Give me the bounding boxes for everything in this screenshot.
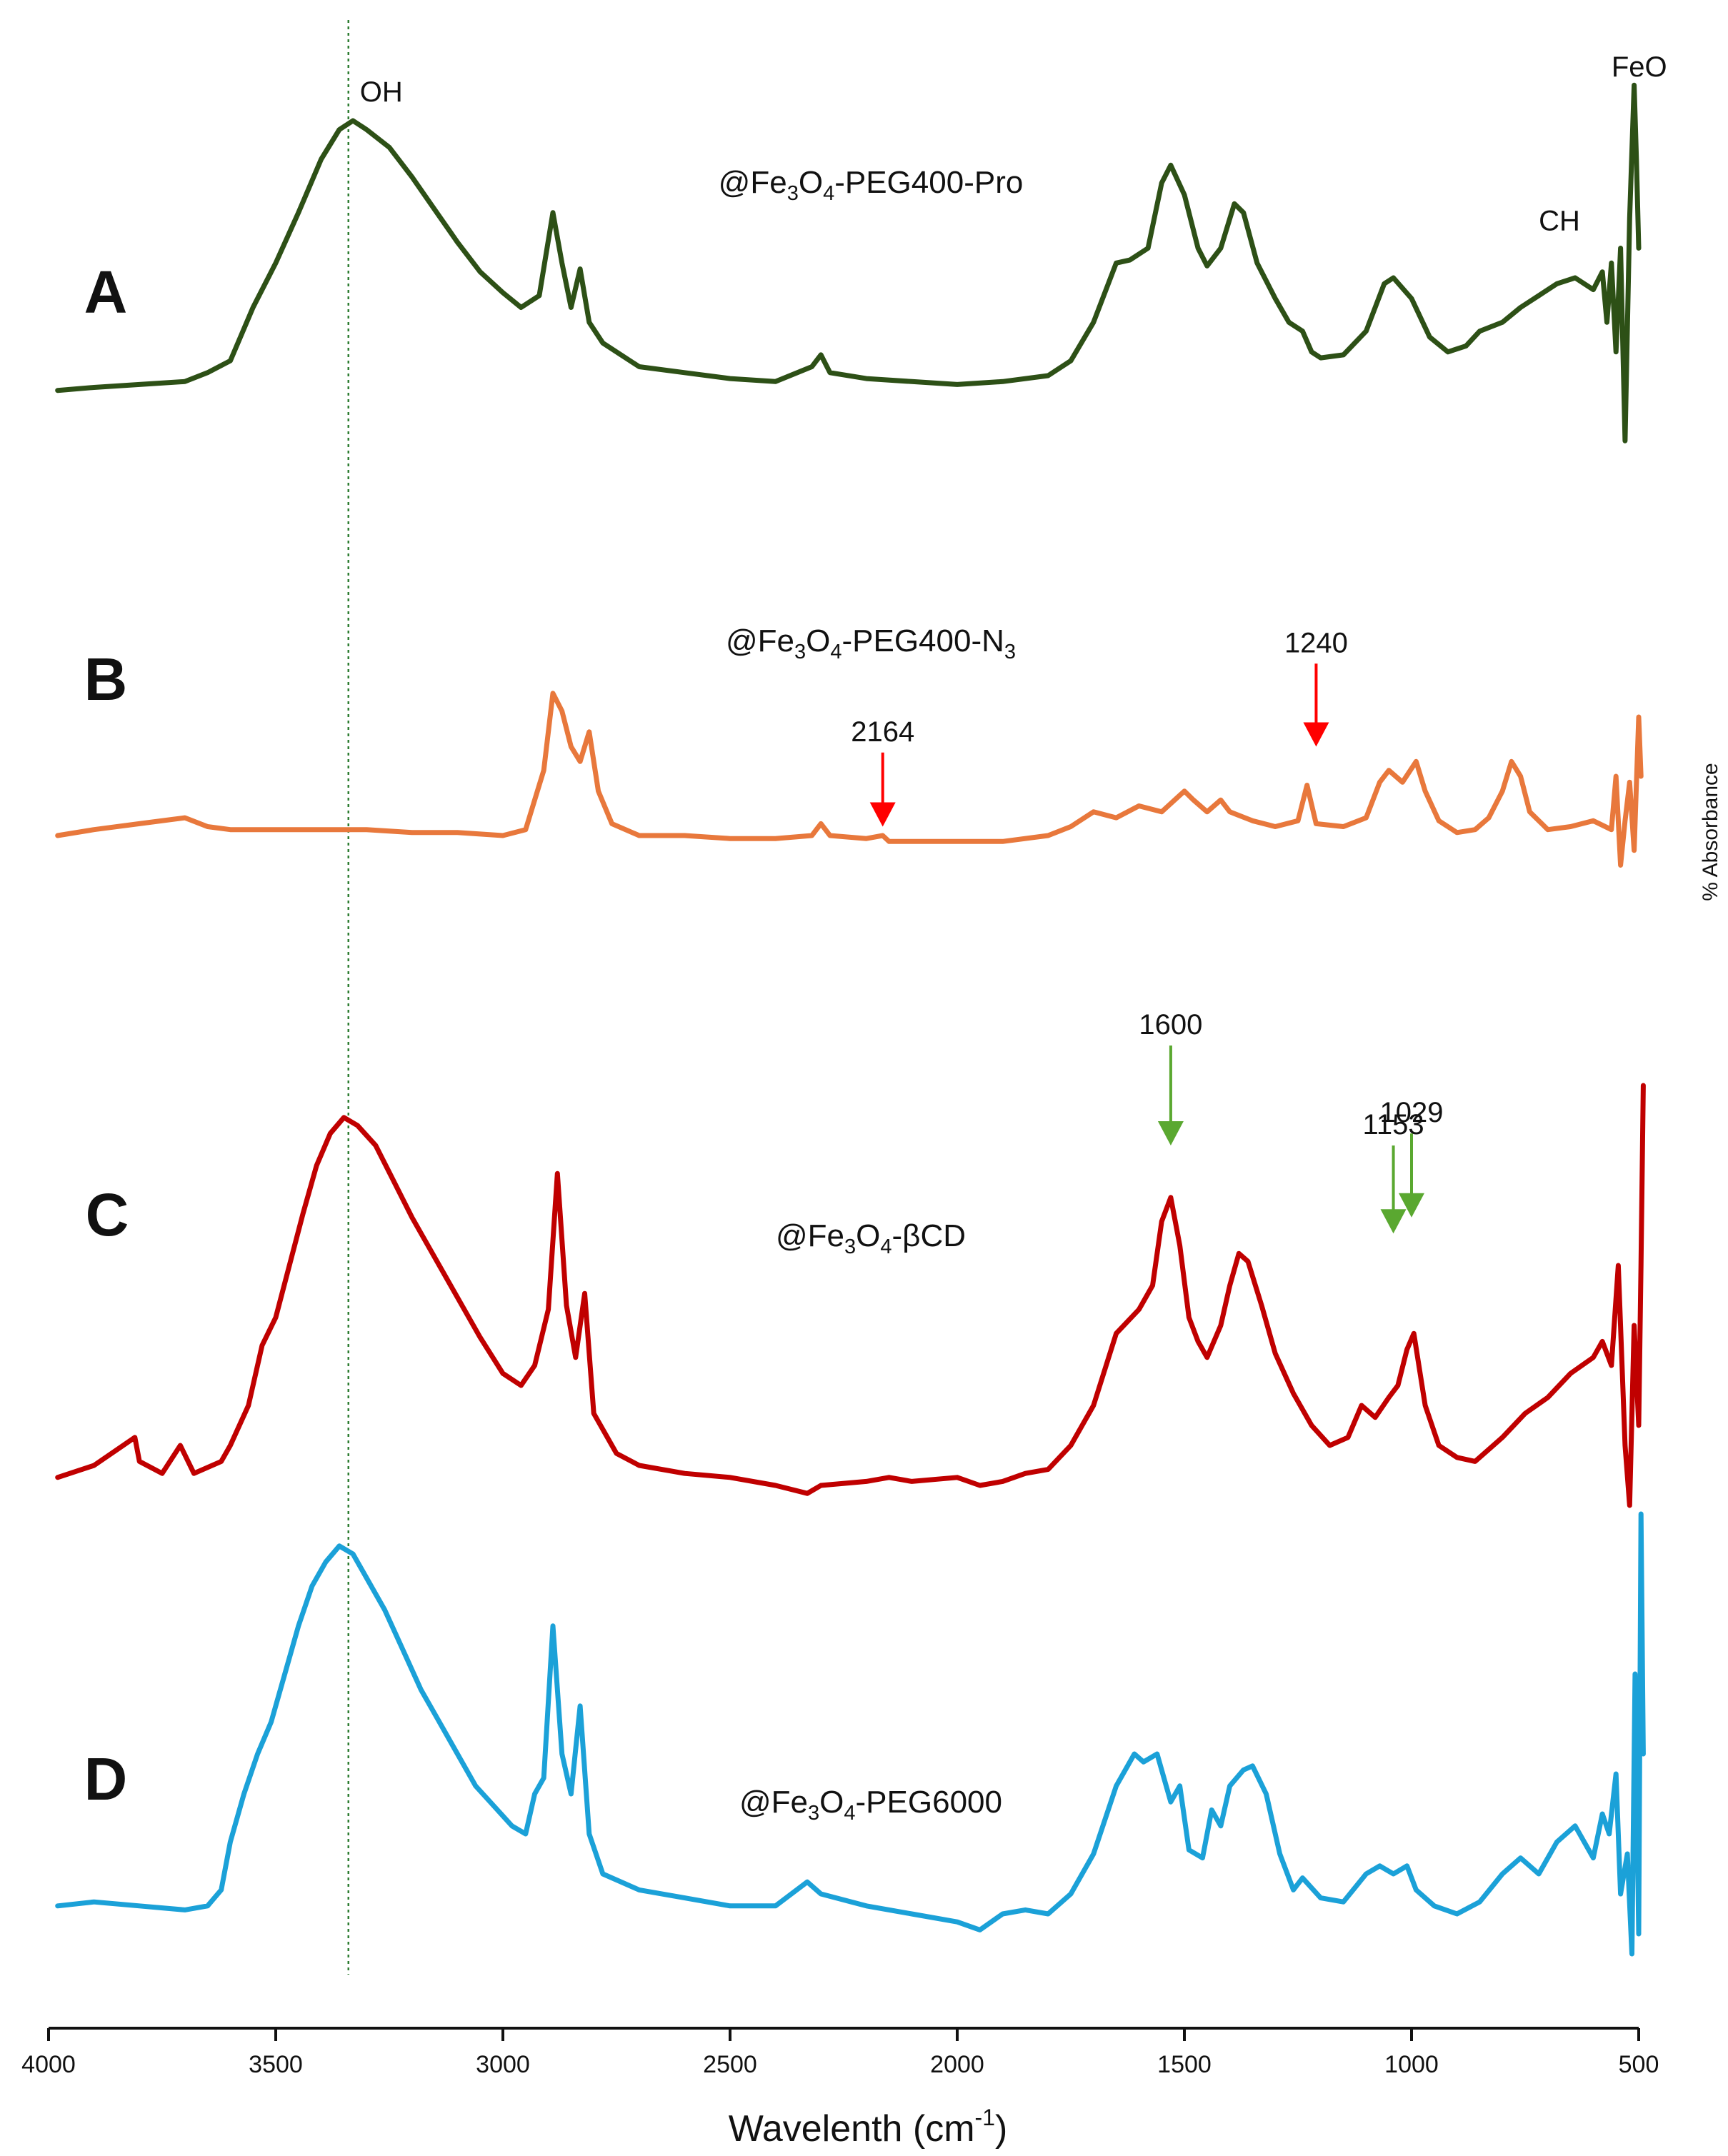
series-b: B @Fe3O4-PEG400-N3 bbox=[55, 623, 1644, 868]
arrow-head-1153 bbox=[1380, 1209, 1407, 1234]
arrow-head-1029 bbox=[1399, 1193, 1424, 1218]
series-b-letter: B bbox=[84, 646, 128, 713]
arrow-label-1153: 1153 bbox=[1363, 1109, 1424, 1140]
x-tick-label-4000: 4000 bbox=[21, 2051, 76, 2078]
series-c-line bbox=[55, 1083, 1646, 1508]
arrow-head-2164 bbox=[869, 802, 896, 827]
oh-label: OH bbox=[360, 76, 403, 108]
series-b-line bbox=[55, 691, 1644, 868]
annotation-arrow-1029: 1029 bbox=[1380, 1097, 1444, 1218]
x-tick-label-3500: 3500 bbox=[249, 2051, 303, 2078]
arrow-label-1029: 1029 bbox=[1380, 1097, 1444, 1128]
annotation-arrow-1153: 1153 bbox=[1363, 1109, 1424, 1234]
x-tick-label-2000: 2000 bbox=[930, 2051, 984, 2078]
arrow-label-2164: 2164 bbox=[851, 716, 914, 748]
series-d-line bbox=[55, 1511, 1646, 1957]
series-d-name: @Fe3O4-PEG6000 bbox=[739, 1785, 1002, 1825]
y-axis-label: % Absorbance bbox=[1699, 763, 1722, 901]
x-tick-label-1500: 1500 bbox=[1157, 2051, 1212, 2078]
annotation-feo: FeO bbox=[1612, 51, 1667, 83]
series-d-letter: D bbox=[84, 1745, 128, 1812]
series-a-line bbox=[55, 82, 1642, 443]
annotation-arrow-1600: 1600 bbox=[1139, 1009, 1202, 1145]
x-tick-label-2500: 2500 bbox=[703, 2051, 757, 2078]
x-axis: 4000 3500 3000 2500 2000 1500 1000 500 bbox=[21, 2027, 1659, 2078]
series-c: C @Fe3O4-βCD bbox=[55, 1083, 1646, 1508]
series-d: D @Fe3O4-PEG6000 bbox=[55, 1511, 1646, 1957]
arrow-label-1240: 1240 bbox=[1284, 627, 1348, 658]
series-a-name: @Fe3O4-PEG400-Pro bbox=[719, 165, 1024, 205]
series-c-name: @Fe3O4-βCD bbox=[776, 1218, 966, 1258]
x-tick-label-3000: 3000 bbox=[476, 2051, 530, 2078]
series-a-letter: A bbox=[84, 259, 128, 326]
arrow-label-1600: 1600 bbox=[1139, 1009, 1202, 1041]
series-b-name: @Fe3O4-PEG400-N3 bbox=[726, 623, 1016, 663]
arrow-head-1240 bbox=[1303, 722, 1329, 747]
annotation-arrow-2164: 2164 bbox=[851, 716, 914, 827]
series-group: A @Fe3O4-PEG400-Pro B @Fe3O4-PEG400-N3 C @Fe3… bbox=[55, 82, 1646, 1957]
arrow-head-1600 bbox=[1157, 1121, 1184, 1145]
x-axis-label: Wavelenth (cm-1) bbox=[729, 2105, 1008, 2150]
annotation-arrow-1240: 1240 bbox=[1284, 627, 1348, 747]
x-tick-label-1000: 1000 bbox=[1384, 2051, 1439, 2078]
annotation-ch: CH bbox=[1539, 206, 1580, 237]
series-c-letter: C bbox=[86, 1181, 129, 1248]
series-a: A @Fe3O4-PEG400-Pro bbox=[55, 82, 1642, 443]
reference-line-group: OH bbox=[347, 20, 403, 1975]
x-tick-label-500: 500 bbox=[1619, 2051, 1659, 2078]
